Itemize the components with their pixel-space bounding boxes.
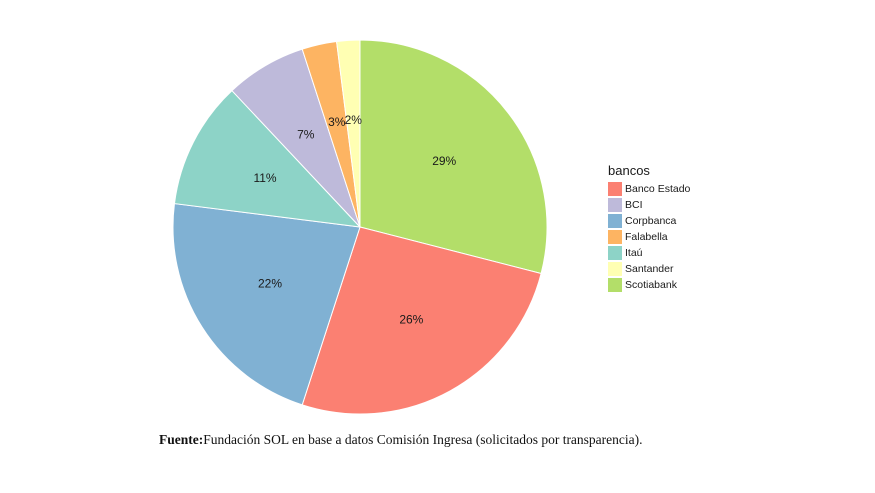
legend-swatch: [608, 182, 622, 196]
legend-items: Banco Estado BCI Corpbanca Falabella Itaú San…: [608, 181, 690, 293]
slice-label: 11%: [253, 171, 276, 185]
legend-item: Banco Estado: [608, 181, 690, 197]
legend-item: BCI: [608, 197, 690, 213]
pie-slice-scotiabank: [359, 39, 548, 275]
slice-label: 22%: [258, 276, 282, 290]
slice-label: 2%: [345, 113, 363, 127]
legend-title: bancos: [608, 163, 650, 178]
legend-item: Santander: [608, 261, 690, 277]
legend-label: Santander: [625, 263, 674, 275]
pie-slice-labels: 29% 26% 22% 11% 7% 3% 2%: [253, 113, 456, 327]
legend-item: Itaú: [608, 245, 690, 261]
slice-label: 29%: [432, 154, 456, 168]
legend-item: Corpbanca: [608, 213, 690, 229]
legend-label: Falabella: [625, 231, 668, 243]
pie-slices: [172, 39, 548, 415]
legend-swatch: [608, 278, 622, 292]
legend-label: Banco Estado: [625, 183, 691, 195]
slice-label: 3%: [328, 115, 346, 129]
pie-slice-banco-estado: [301, 226, 542, 415]
legend-item: Falabella: [608, 229, 690, 245]
pie-slice-ita-: [173, 89, 362, 228]
legend-swatch: [608, 262, 622, 276]
legend-swatch: [608, 198, 622, 212]
legend-swatch: [608, 214, 622, 228]
legend: bancos Banco Estado BCI Corpbanca Falabella…: [608, 163, 690, 293]
legend-label: Corpbanca: [625, 215, 677, 227]
pie-slice-santander: [336, 39, 361, 228]
legend-label: Itaú: [625, 247, 643, 259]
source-caption: Fuente:Fundación SOL en base a datos Com…: [159, 432, 643, 448]
slice-label: 7%: [297, 127, 315, 141]
legend-label: Scotiabank: [625, 279, 677, 291]
slice-label: 26%: [399, 313, 423, 327]
legend-swatch: [608, 230, 622, 244]
caption-label: Fuente:: [159, 432, 204, 447]
pie-slice-corpbanca: [172, 203, 361, 406]
legend-swatch: [608, 246, 622, 260]
legend-label: BCI: [625, 199, 643, 211]
caption-text: Fundación SOL en base a datos Comisión I…: [203, 432, 643, 447]
legend-item: Scotiabank: [608, 277, 690, 293]
